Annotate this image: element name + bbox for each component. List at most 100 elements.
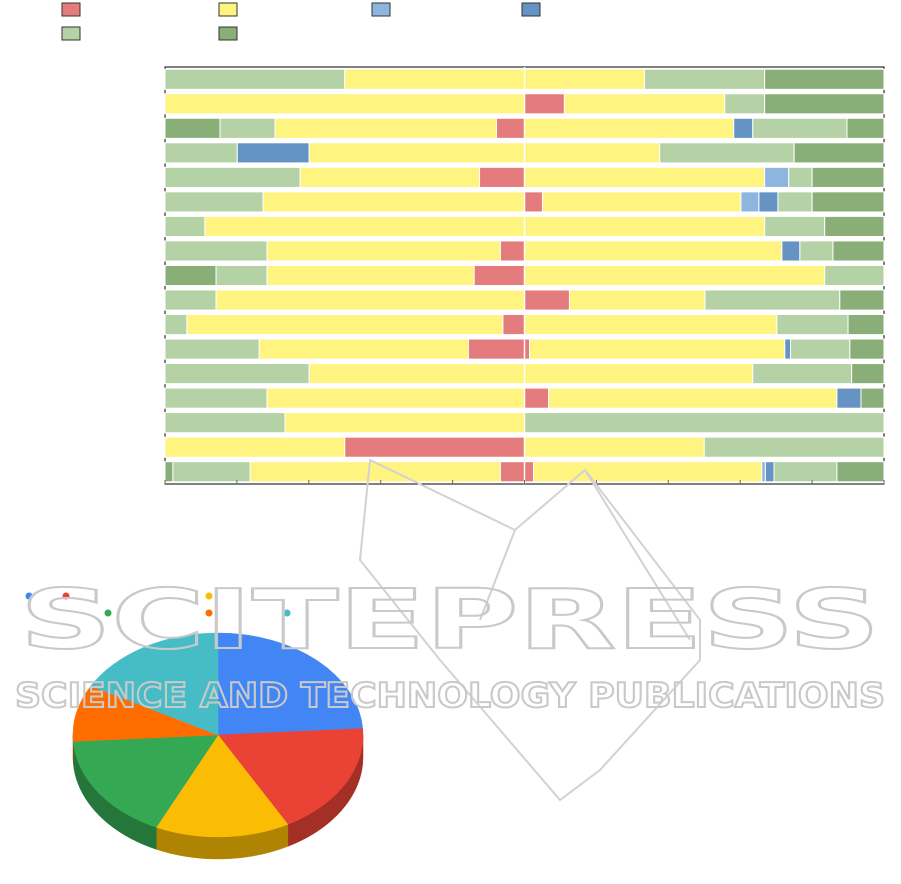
bar-row: [164, 93, 885, 115]
bar-segment: [164, 338, 260, 360]
bar-row: [164, 240, 885, 262]
bar-row: [164, 387, 885, 409]
bar-segment: [758, 191, 779, 213]
bar-segment: [764, 461, 775, 483]
legend-dot-p2: [62, 592, 70, 600]
bar-segment: [524, 240, 783, 262]
bar-segment: [164, 412, 286, 434]
bar-row: [164, 363, 885, 385]
bar-segment: [781, 240, 801, 262]
bar-segment: [752, 117, 848, 139]
bar-segment: [568, 289, 706, 311]
bar-segment: [164, 387, 268, 409]
bar-segment: [249, 461, 501, 483]
bar-segment: [851, 363, 885, 385]
bar-segment: [284, 412, 525, 434]
bar-segment: [846, 117, 885, 139]
bar-segment: [164, 240, 268, 262]
bar-segment: [344, 436, 525, 458]
legend-dot-p3: [205, 592, 213, 600]
bar-segment: [524, 289, 570, 311]
bar-row: [164, 191, 885, 213]
legend-swatch-s2: [218, 2, 238, 17]
bar-segment: [215, 289, 525, 311]
bar-row: [164, 436, 885, 458]
bar-segment: [811, 191, 885, 213]
bar-segment: [204, 215, 525, 237]
bar-segment: [236, 142, 310, 164]
stacked-bar-chart: [164, 66, 885, 485]
bar-segment: [832, 240, 885, 262]
bar-segment: [164, 68, 346, 90]
bar-segment: [164, 461, 174, 483]
bar-segment: [761, 461, 766, 483]
bar-segment: [532, 461, 763, 483]
bar-segment: [299, 166, 481, 188]
bar-row: [164, 314, 885, 336]
bar-segment: [164, 142, 238, 164]
bar-segment: [548, 387, 838, 409]
bar-segment: [344, 68, 525, 90]
legend-swatch-s5: [61, 26, 81, 41]
bar-segment: [773, 461, 838, 483]
bar-segment: [724, 93, 766, 115]
legend-dot-p4: [104, 609, 112, 617]
bar-segment: [524, 264, 826, 287]
bar-segment: [541, 191, 742, 213]
bar-segment: [839, 289, 885, 311]
bar-row: [164, 264, 885, 287]
bar-segment: [799, 240, 834, 262]
bar-segment: [164, 166, 301, 188]
bar-segment: [172, 461, 251, 483]
bar-segment: [811, 166, 885, 188]
bar-segment: [266, 240, 501, 262]
legend-dot-p6: [283, 609, 291, 617]
legend-swatch-s3: [371, 2, 391, 17]
bar-segment: [752, 363, 853, 385]
bar-segment: [659, 142, 795, 164]
bar-segment: [764, 166, 790, 188]
bar-legend: [61, 2, 541, 41]
bar-segment: [164, 363, 310, 385]
bar-segment: [524, 93, 565, 115]
legend-swatch-s4: [521, 2, 541, 17]
bar-segment: [164, 289, 217, 311]
bar-segment: [164, 215, 206, 237]
pie-chart-3d: [72, 632, 364, 860]
pie-legend: [25, 592, 291, 617]
bar-segment: [733, 117, 754, 139]
bar-segment: [524, 215, 766, 237]
bar-segment: [764, 68, 885, 90]
bar-segment: [524, 142, 661, 164]
bar-segment: [274, 117, 497, 139]
bar-segment: [479, 166, 525, 188]
bar-segment: [790, 338, 851, 360]
bar-segment: [740, 191, 760, 213]
bar-segment: [524, 436, 705, 458]
bar-segment: [164, 117, 221, 139]
bar-row: [164, 68, 885, 90]
bar-segment: [164, 314, 188, 336]
bar-segment: [186, 314, 504, 336]
bar-segment: [164, 264, 217, 287]
bar-segment: [776, 314, 849, 336]
bar-segment: [849, 338, 885, 360]
bar-segment: [266, 264, 475, 287]
bar-segment: [495, 117, 526, 139]
bar-segment: [473, 264, 526, 287]
bar-segment: [704, 289, 841, 311]
bar-segment: [524, 166, 766, 188]
bar-segment: [529, 338, 786, 360]
bar-segment: [215, 264, 268, 287]
bar-segment: [308, 363, 525, 385]
pie-slice-p6: [90, 632, 219, 736]
bar-segment: [219, 117, 276, 139]
pie-slice-p5: [72, 685, 219, 742]
bar-segment: [836, 461, 885, 483]
bar-segment: [563, 93, 726, 115]
legend-dot-p5: [205, 609, 213, 617]
bar-segment: [499, 461, 534, 483]
pie-slice-p1: [217, 632, 363, 736]
bar-segment: [524, 387, 550, 409]
